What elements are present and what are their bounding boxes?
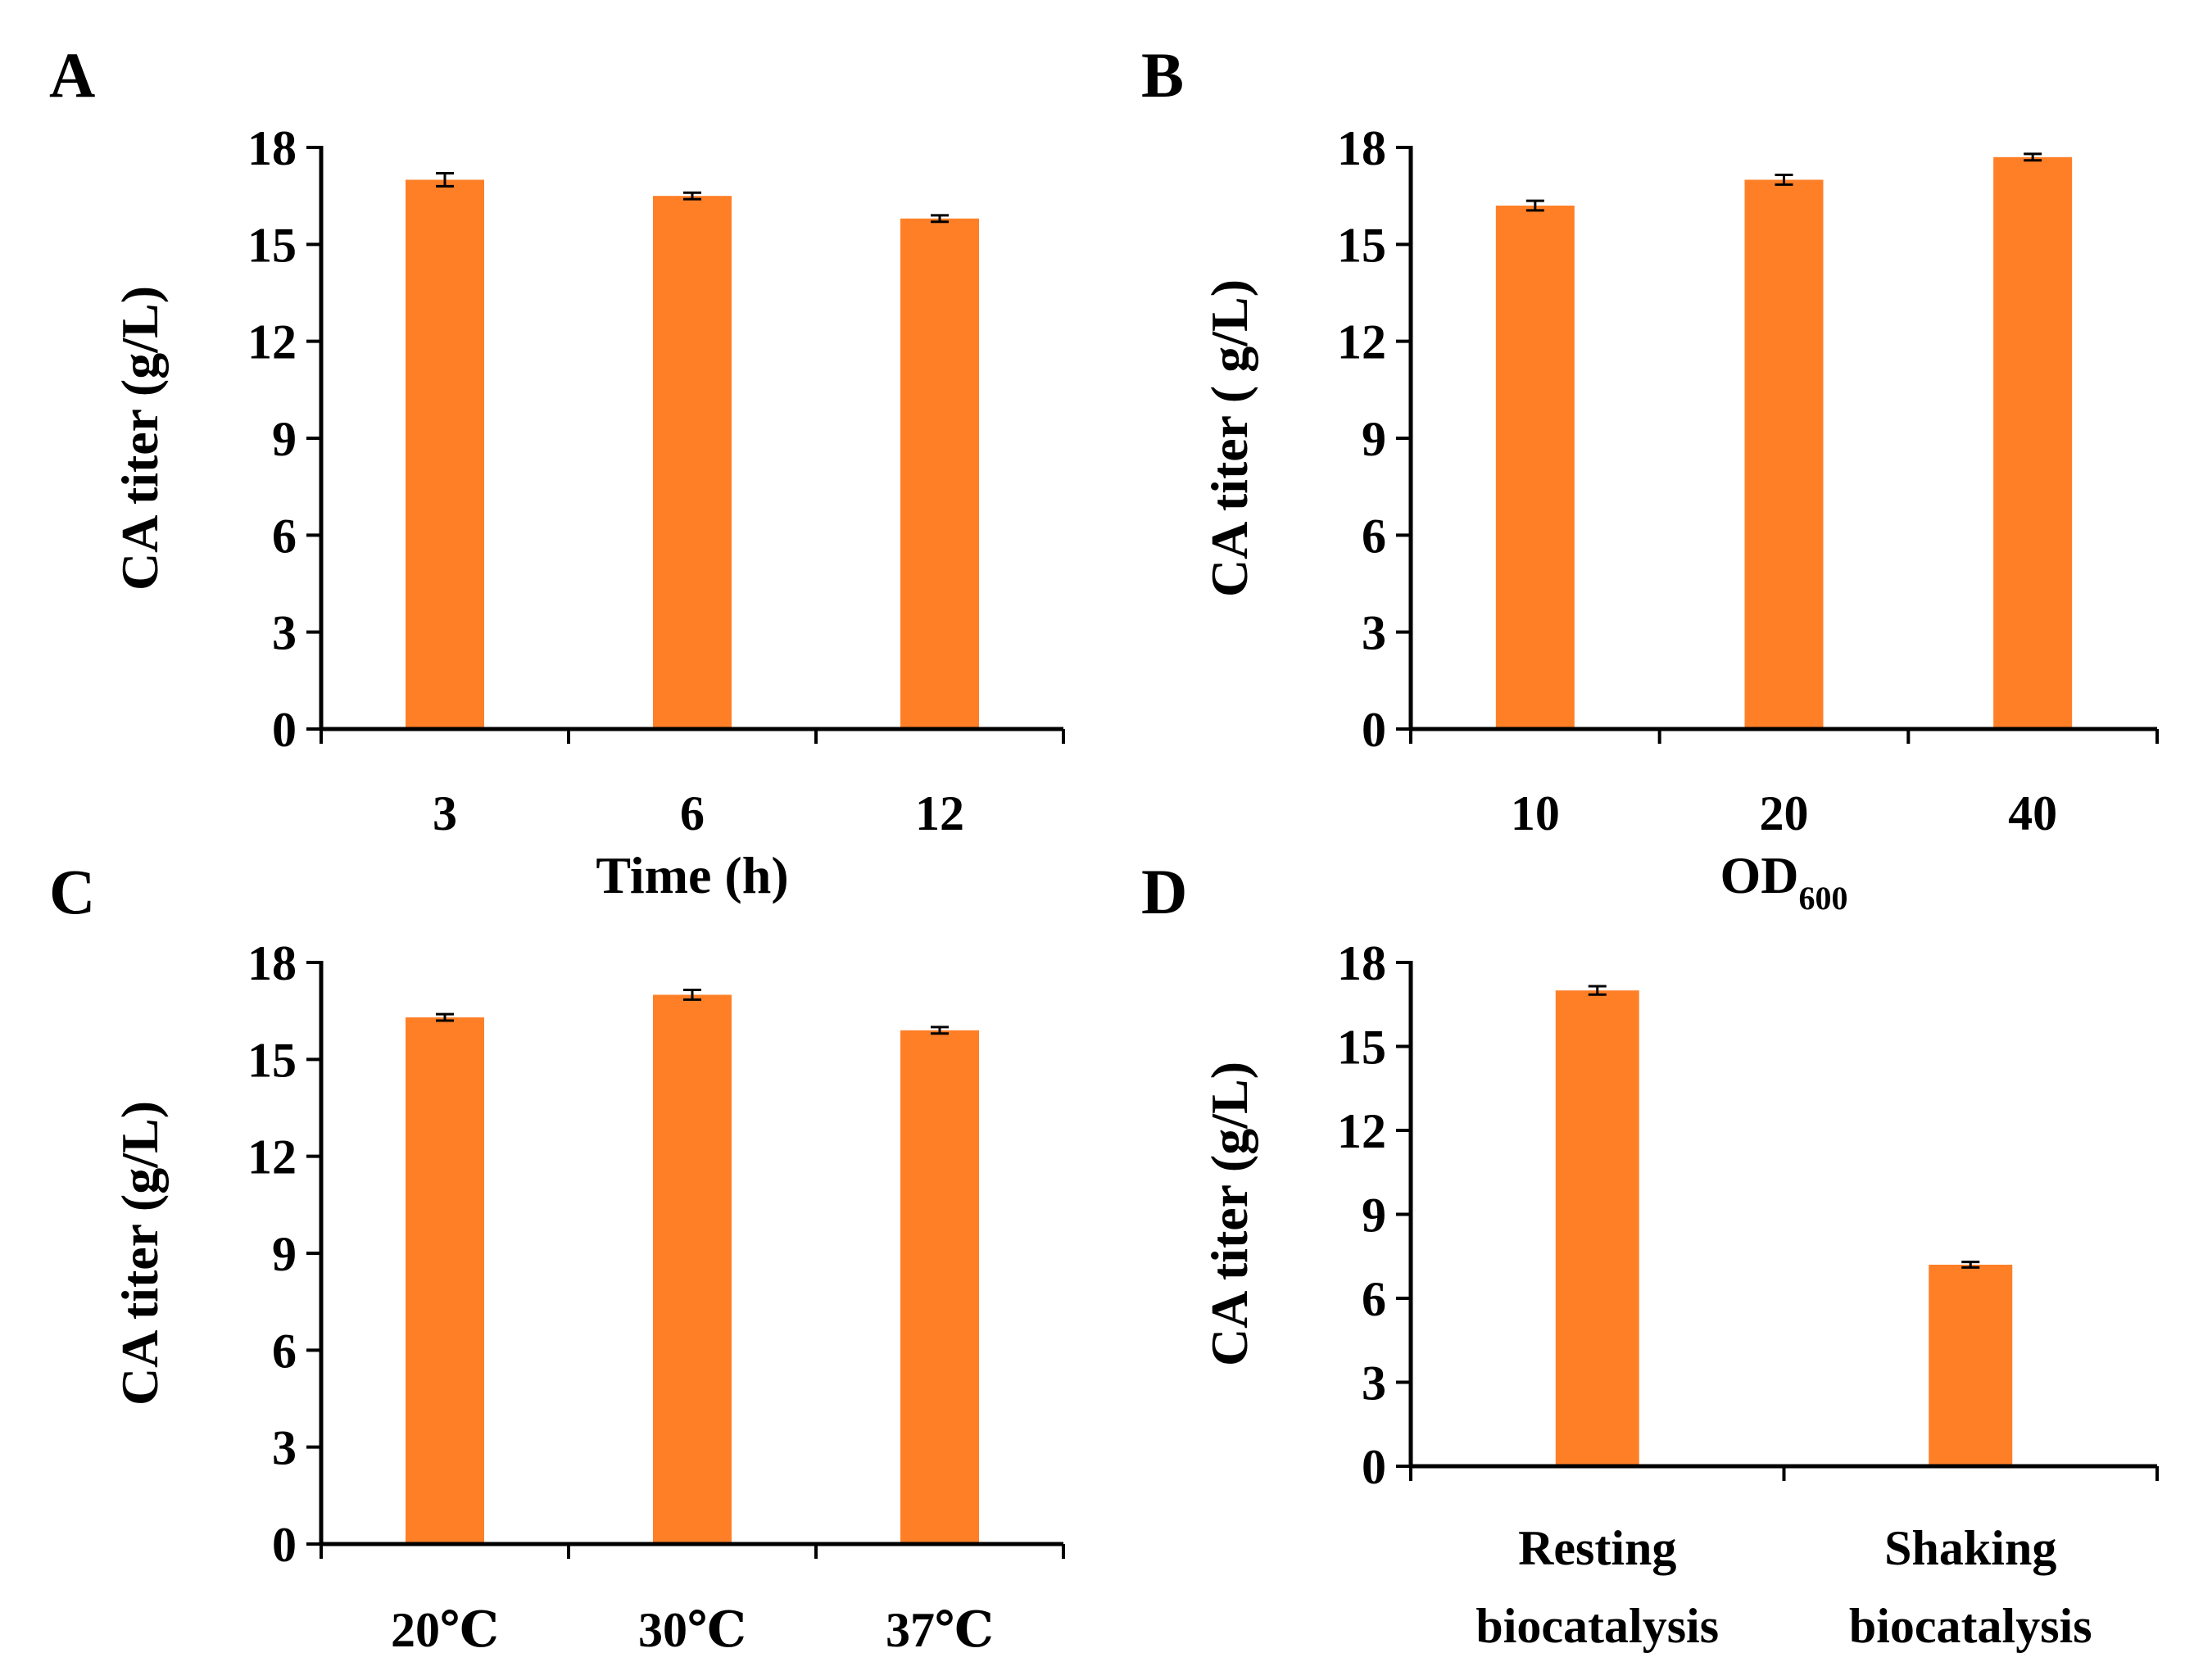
bar (653, 994, 732, 1544)
x-category-label-line: Resting (1518, 1521, 1676, 1575)
x-axis-title: OD600 (1720, 846, 1848, 917)
x-category-label: 37℃ (886, 1603, 994, 1657)
x-category-label: 12 (915, 786, 964, 840)
y-tick-label: 18 (247, 121, 297, 175)
y-tick-label: 0 (1362, 1440, 1386, 1494)
y-tick-label: 0 (272, 1518, 297, 1572)
x-category-label: 20 (1760, 786, 1809, 840)
y-tick-label: 18 (247, 936, 297, 990)
panel-letter: C (49, 856, 95, 927)
y-tick-label: 6 (1362, 509, 1386, 563)
panel-a: A 0 3 6 9 12 15 18 3 6 12 Time (h) CA titer (g/L) (49, 39, 1065, 904)
x-category-label: 3 (433, 786, 457, 840)
panel-letter: D (1141, 856, 1187, 927)
y-tick-label: 15 (247, 1033, 297, 1087)
bar (900, 1030, 979, 1544)
y-tick-label: 9 (272, 412, 297, 466)
bar (1929, 1265, 2013, 1466)
y-tick-label: 0 (272, 703, 297, 757)
panel-d: D 0 3 6 9 12 15 18 Resting biocatalysis Shaking bio… (1141, 856, 2159, 1653)
x-category-label: 30℃ (638, 1603, 746, 1657)
bar (1744, 179, 1824, 729)
y-tick-label: 12 (247, 1130, 297, 1184)
y-tick-label: 18 (1337, 936, 1386, 990)
y-tick-label: 6 (272, 509, 297, 563)
bar (1555, 990, 1639, 1466)
y-tick-label: 9 (272, 1227, 297, 1281)
bar (653, 196, 732, 729)
x-category-label-line: Shaking (1884, 1521, 2056, 1575)
y-tick-label: 0 (1362, 703, 1386, 757)
x-axis-title-main: Time (h) (596, 846, 788, 904)
y-axis-title: CA titer (g/L) (1200, 1062, 1258, 1366)
bar (1993, 156, 2073, 730)
panel-c: C 0 3 6 9 12 15 18 20℃ 30℃ 37℃ CA titer (g/L) (49, 856, 1065, 1657)
y-tick-label: 12 (247, 315, 297, 369)
y-tick-label: 3 (272, 1421, 297, 1475)
x-category-label: 20℃ (391, 1603, 499, 1657)
y-tick-label: 12 (1337, 315, 1386, 369)
panel-letter: B (1141, 39, 1184, 111)
bar (1495, 206, 1575, 729)
x-axis-title: Time (h) (596, 846, 788, 904)
y-axis-title: CA titer (g/L) (111, 1101, 169, 1406)
y-axis-title: CA titer (g/L) (111, 286, 169, 591)
y-tick-label: 9 (1362, 1189, 1386, 1243)
x-category-label-line: biocatalysis (1849, 1599, 2092, 1653)
x-category-label: 6 (680, 786, 705, 840)
x-category-label: Shaking biocatalysis (1849, 1521, 2092, 1653)
y-tick-label: 6 (272, 1324, 297, 1378)
y-tick-label: 3 (1362, 606, 1386, 660)
y-tick-label: 12 (1337, 1104, 1386, 1158)
y-tick-label: 6 (1362, 1272, 1386, 1326)
x-category-label-line: biocatalysis (1475, 1599, 1719, 1653)
x-axis-title-subscript: 600 (1799, 880, 1848, 917)
y-tick-label: 3 (1362, 1356, 1386, 1411)
x-category-label: Resting biocatalysis (1475, 1521, 1719, 1653)
bar (406, 179, 484, 729)
x-category-label: 10 (1511, 786, 1560, 840)
y-tick-label: 9 (1362, 412, 1386, 466)
x-category-label: 40 (2008, 786, 2057, 840)
x-axis-title-main: OD (1720, 846, 1799, 904)
panel-b: B 0 3 6 9 12 15 18 10 20 40 OD600 CA titer ( g/L) (1141, 39, 2159, 917)
y-tick-label: 15 (1337, 1021, 1386, 1075)
bar (900, 218, 979, 729)
y-tick-label: 15 (1337, 218, 1386, 272)
y-tick-label: 15 (247, 218, 297, 272)
panel-letter: A (49, 39, 95, 111)
bar (406, 1017, 484, 1544)
y-tick-label: 3 (272, 606, 297, 660)
y-axis-title: CA titer ( g/L) (1200, 279, 1258, 597)
y-tick-label: 18 (1337, 121, 1386, 175)
